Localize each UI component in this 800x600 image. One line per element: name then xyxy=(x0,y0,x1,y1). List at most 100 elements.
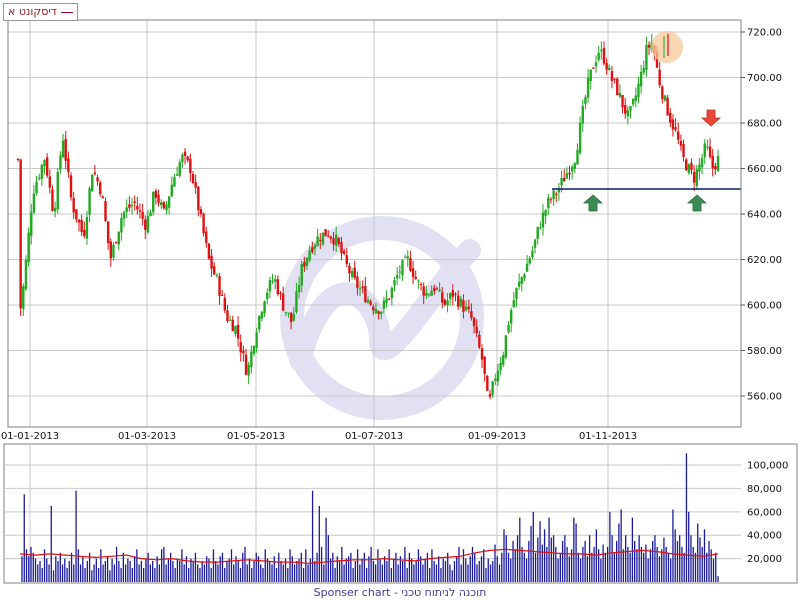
candle-body xyxy=(141,212,144,219)
candle-body xyxy=(475,326,478,334)
candle-body xyxy=(602,48,606,64)
candle-body xyxy=(213,266,216,275)
candle-body xyxy=(252,346,256,354)
candle-body xyxy=(321,232,325,245)
candle-body xyxy=(589,69,592,82)
candle-body xyxy=(263,301,266,314)
price-y-tick-label: 660.00 xyxy=(747,164,782,175)
candle-body xyxy=(549,199,553,201)
candle-body xyxy=(32,193,36,213)
candle-body xyxy=(655,51,659,68)
candle-body xyxy=(189,158,192,173)
candle-body xyxy=(541,212,545,228)
candle-body xyxy=(642,67,645,73)
candle-body xyxy=(486,376,489,391)
candle-body xyxy=(83,229,86,237)
candle-body xyxy=(149,212,152,216)
candle-body xyxy=(703,143,706,158)
candle-body xyxy=(91,174,94,192)
candle-body xyxy=(531,250,534,258)
price-y-tick-label: 580.00 xyxy=(747,346,782,357)
candle-body xyxy=(35,181,38,194)
price-x-tick-label: 01-11-2013 xyxy=(579,431,637,442)
candle-body xyxy=(348,265,351,274)
candle-body xyxy=(708,146,712,157)
candle-body xyxy=(523,274,526,279)
candle-body xyxy=(395,275,399,279)
candle-body xyxy=(586,77,590,98)
price-y-tick-label: 560.00 xyxy=(747,392,782,403)
candle-body xyxy=(613,78,616,80)
candle-body xyxy=(677,131,680,140)
candle-body xyxy=(700,158,704,168)
candle-body xyxy=(194,182,197,188)
candle-body xyxy=(605,63,608,70)
candle-body xyxy=(80,220,83,232)
candle-body xyxy=(24,259,28,289)
candle-body xyxy=(398,271,402,273)
legend-label: דיסקונט א xyxy=(8,5,57,18)
candle-body xyxy=(72,198,75,213)
price-x-tick-label: 01-09-2013 xyxy=(468,431,526,442)
candle-body xyxy=(483,356,486,374)
candle-body xyxy=(69,175,73,198)
candle-body xyxy=(136,205,139,210)
candle-body xyxy=(250,351,253,368)
candle-body xyxy=(512,300,516,307)
candle-body xyxy=(287,312,290,314)
candle-body xyxy=(385,298,388,303)
candle-body xyxy=(536,226,539,239)
candle-body xyxy=(533,239,537,248)
candle-body xyxy=(308,250,311,261)
candle-body xyxy=(499,363,502,371)
candle-body xyxy=(488,394,492,397)
candle-body xyxy=(382,300,386,309)
candle-body xyxy=(623,105,627,114)
candle-body xyxy=(525,263,529,272)
candle-body xyxy=(364,286,367,303)
candle-body xyxy=(247,364,250,376)
candle-body xyxy=(289,312,293,323)
candle-body xyxy=(61,140,65,158)
candle-body xyxy=(300,263,303,286)
candle-body xyxy=(154,190,158,198)
candle-body xyxy=(114,242,118,244)
candle-body xyxy=(581,106,584,124)
candle-body xyxy=(191,173,195,183)
candle-body xyxy=(297,284,301,293)
candle-body xyxy=(464,306,468,311)
candle-body xyxy=(220,295,224,297)
candle-body xyxy=(600,49,603,52)
volume-y-tick-label: 60,000 xyxy=(747,507,782,518)
candle-body xyxy=(117,231,120,245)
candle-body xyxy=(502,355,505,365)
candle-body xyxy=(316,236,319,246)
candle-body xyxy=(517,281,521,287)
candle-body xyxy=(340,242,343,254)
candle-body xyxy=(608,67,611,70)
candle-body xyxy=(77,219,81,223)
candle-body xyxy=(138,210,142,212)
candle-body xyxy=(480,348,484,360)
candle-body xyxy=(568,172,571,175)
candle-body xyxy=(438,289,441,292)
candle-body xyxy=(122,211,126,219)
candle-body xyxy=(345,255,348,264)
candle-body xyxy=(472,317,476,327)
candle-body xyxy=(496,370,500,382)
candle-body xyxy=(40,164,44,179)
candle-body xyxy=(631,99,635,105)
candle-body xyxy=(329,236,333,239)
candle-body xyxy=(411,268,415,278)
candle-body xyxy=(544,210,547,216)
candle-body xyxy=(337,237,341,244)
candle-body xyxy=(459,298,463,307)
candle-body xyxy=(547,197,550,208)
candle-body xyxy=(260,311,264,319)
candle-body xyxy=(130,204,134,207)
candle-body xyxy=(295,291,298,313)
candle-body xyxy=(621,94,624,108)
candle-body xyxy=(173,177,176,187)
candle-body xyxy=(666,97,669,116)
candle-body xyxy=(446,300,449,306)
